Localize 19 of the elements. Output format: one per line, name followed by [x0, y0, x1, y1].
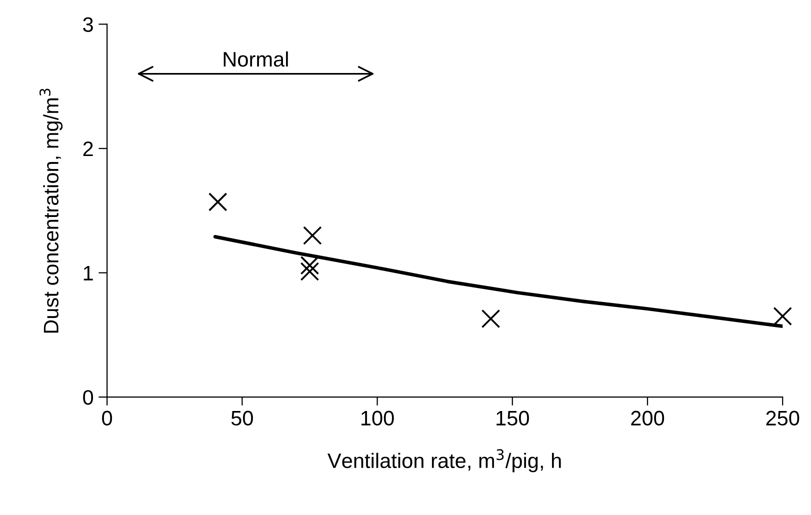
y-tick-label: 1 [84, 266, 93, 280]
annotation: Normal [224, 51, 288, 67]
x-tick-label: 250 [766, 410, 800, 426]
y-axis-title: Dust concentration, mg/m$^{3}$ [39, 88, 63, 333]
point [481, 309, 500, 328]
point [303, 226, 322, 245]
y-tick-label: 2 [83, 141, 93, 156]
point [300, 262, 320, 281]
x-tick-label: 100 [361, 410, 394, 426]
x-tick-label: 200 [631, 410, 664, 426]
x-axis-title: Ventilation rate, m$^{3}$/pig, h [328, 449, 561, 472]
x-tick-label: 50 [231, 410, 253, 426]
x-tick-label: 0 [102, 410, 112, 426]
x-tick-label: 150 [496, 410, 529, 426]
y-tick-label: 3 [83, 17, 93, 32]
y-tick-label: 0 [83, 390, 94, 405]
point [208, 192, 228, 212]
point [300, 256, 320, 275]
point [773, 306, 792, 326]
